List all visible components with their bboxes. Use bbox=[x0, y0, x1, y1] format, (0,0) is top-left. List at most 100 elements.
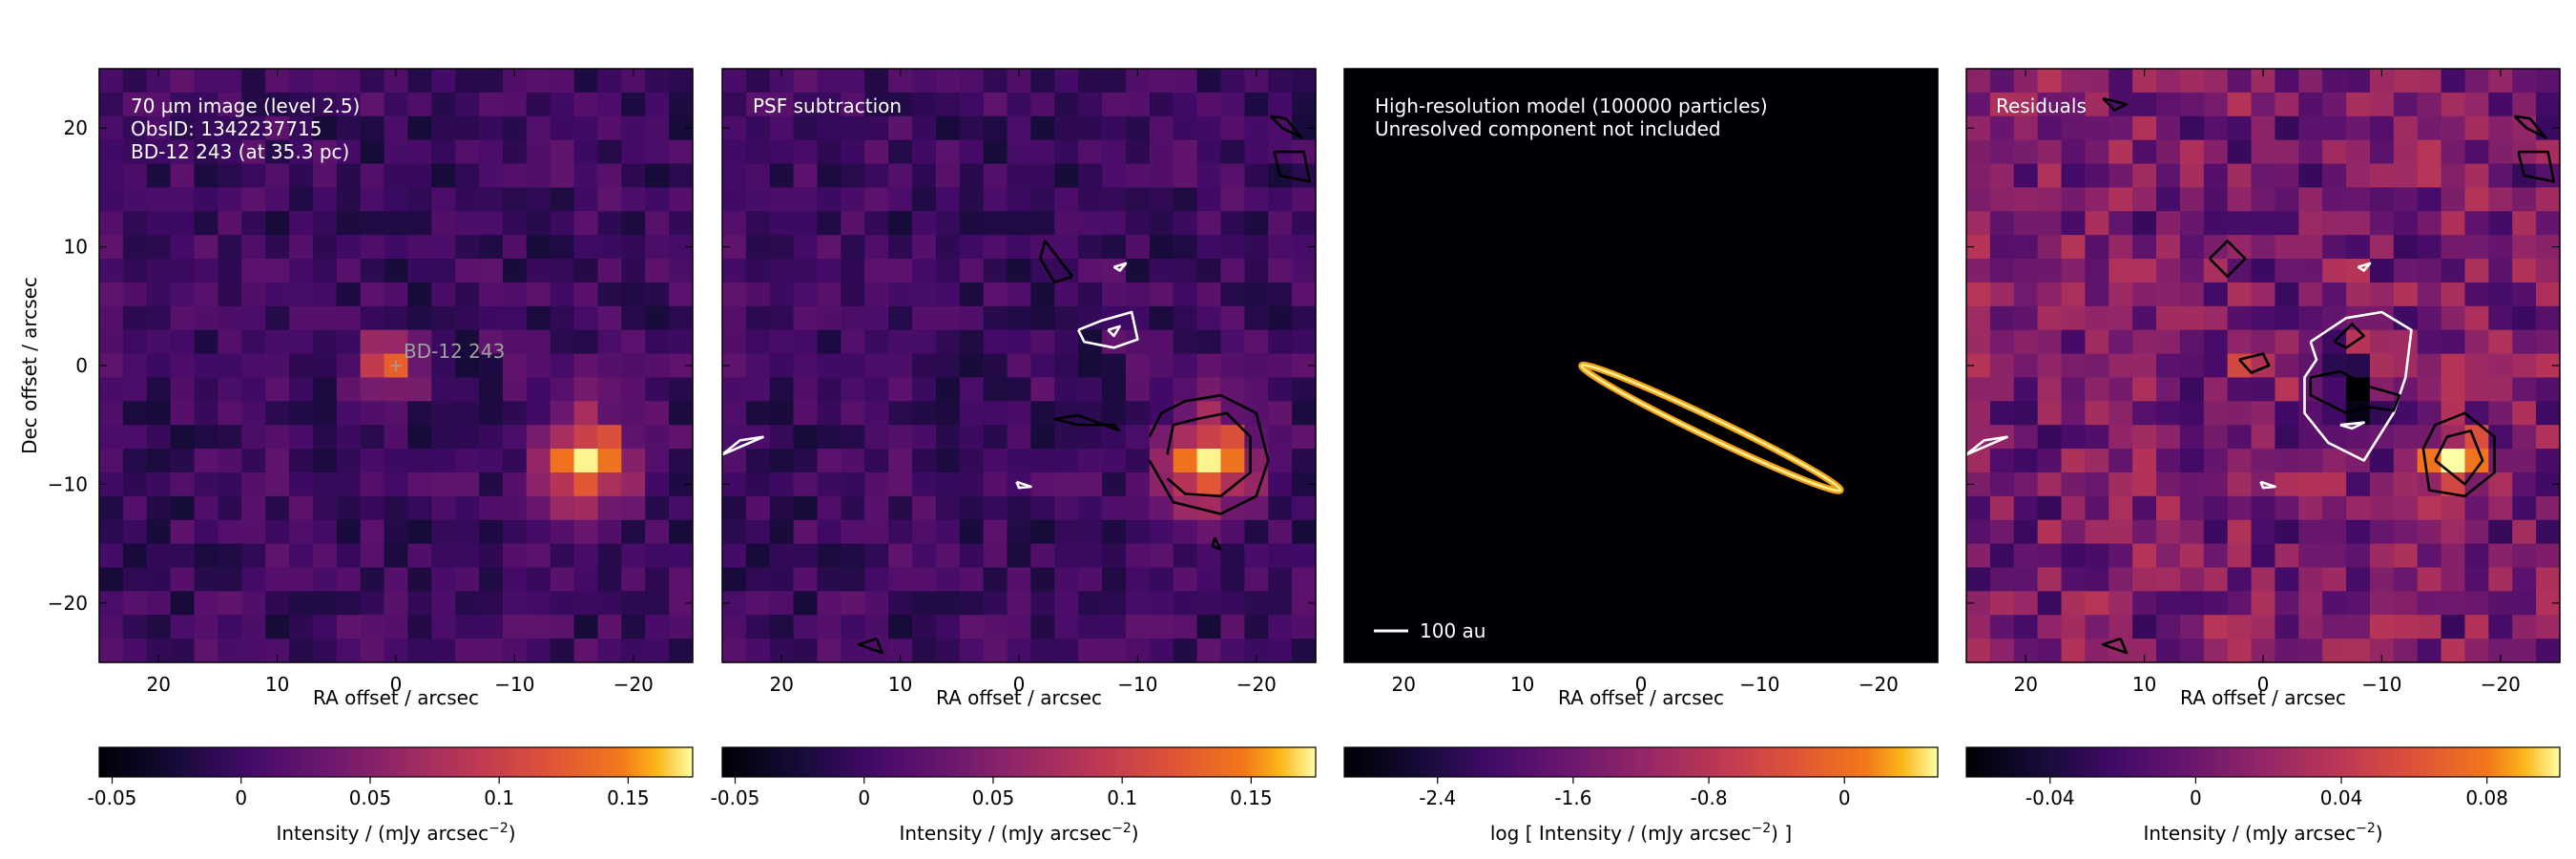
heatmap-pixel bbox=[407, 471, 432, 497]
heatmap-pixel bbox=[2536, 305, 2561, 331]
x-tick-label: 10 bbox=[265, 673, 289, 696]
heatmap-pixel bbox=[2132, 449, 2157, 473]
heatmap-pixel bbox=[194, 639, 218, 663]
heatmap-pixel bbox=[2322, 235, 2347, 260]
heatmap-pixel bbox=[793, 543, 819, 569]
heatmap-pixel bbox=[526, 425, 551, 450]
heatmap-pixel bbox=[241, 567, 266, 592]
heatmap-pixel bbox=[550, 139, 575, 165]
heatmap-pixel bbox=[1149, 543, 1174, 569]
heatmap-pixel bbox=[1268, 211, 1293, 236]
heatmap-pixel bbox=[864, 353, 889, 379]
heatmap-pixel bbox=[2061, 92, 2086, 117]
heatmap-pixel bbox=[2393, 329, 2419, 355]
heatmap-pixel bbox=[2013, 567, 2039, 592]
heatmap-pixel bbox=[912, 235, 937, 260]
heatmap-pixel bbox=[983, 425, 1008, 450]
heatmap-pixel bbox=[1220, 543, 1245, 569]
annotation-line-1: High-resolution model (100000 particles) bbox=[1375, 94, 1768, 117]
heatmap-pixel bbox=[2441, 305, 2466, 331]
heatmap-pixel bbox=[146, 377, 172, 402]
heatmap-pixel bbox=[2085, 139, 2109, 165]
heatmap-pixel bbox=[745, 235, 771, 260]
heatmap-pixel bbox=[1007, 425, 1032, 450]
heatmap-pixel bbox=[2346, 259, 2371, 283]
heatmap-pixel bbox=[1196, 449, 1222, 473]
heatmap-pixel bbox=[959, 259, 985, 283]
heatmap-pixel bbox=[99, 639, 124, 663]
heatmap-pixel bbox=[645, 92, 670, 117]
heatmap-pixel bbox=[1244, 377, 1269, 402]
heatmap-pixel bbox=[745, 377, 771, 402]
heatmap-pixel bbox=[1054, 567, 1079, 592]
heatmap-pixel bbox=[841, 305, 865, 331]
heatmap-pixel bbox=[888, 115, 913, 141]
heatmap-pixel bbox=[336, 639, 362, 663]
heatmap-pixel bbox=[669, 615, 694, 639]
heatmap-pixel bbox=[360, 567, 385, 592]
heatmap-pixel bbox=[2109, 139, 2133, 165]
heatmap-pixel bbox=[2061, 163, 2086, 188]
heatmap-pixel bbox=[935, 567, 961, 592]
heatmap-pixel bbox=[573, 235, 599, 260]
heatmap-pixel bbox=[2179, 471, 2205, 497]
heatmap-pixel bbox=[2156, 615, 2181, 639]
heatmap-pixel bbox=[745, 163, 771, 188]
heatmap-pixel bbox=[289, 329, 314, 355]
heatmap-pixel bbox=[431, 377, 456, 402]
heatmap-pixel bbox=[793, 471, 819, 497]
heatmap-pixel bbox=[2227, 69, 2253, 94]
heatmap-pixel bbox=[2322, 591, 2347, 616]
heatmap-pixel bbox=[1966, 615, 1991, 639]
heatmap-pixel bbox=[1030, 187, 1055, 212]
heatmap-pixel bbox=[2393, 401, 2419, 426]
heatmap-pixel bbox=[793, 235, 819, 260]
x-tick-label: −10 bbox=[494, 673, 534, 696]
heatmap-pixel bbox=[2061, 425, 2086, 450]
heatmap-pixel bbox=[170, 163, 196, 188]
heatmap-pixel bbox=[218, 495, 242, 521]
heatmap-pixel bbox=[170, 92, 196, 117]
heatmap-pixel bbox=[1173, 259, 1198, 283]
heatmap-pixel bbox=[526, 471, 551, 497]
heatmap-pixel bbox=[1966, 639, 1991, 663]
heatmap-pixel bbox=[597, 591, 622, 616]
heatmap-pixel bbox=[2037, 329, 2063, 355]
x-tick-label: 0 bbox=[390, 673, 403, 696]
heatmap-pixel bbox=[1078, 92, 1103, 117]
heatmap-pixel bbox=[645, 495, 670, 521]
heatmap-pixel bbox=[645, 187, 670, 212]
heatmap-pixel bbox=[265, 163, 290, 188]
heatmap-pixel bbox=[1054, 471, 1079, 497]
heatmap-pixel bbox=[722, 615, 747, 639]
heatmap-pixel bbox=[2085, 211, 2109, 236]
heatmap-pixel bbox=[2488, 615, 2513, 639]
heatmap-pixel bbox=[722, 211, 747, 236]
heatmap-pixel bbox=[2488, 305, 2513, 331]
heatmap-pixel bbox=[959, 115, 985, 141]
heatmap-pixel bbox=[526, 567, 551, 592]
heatmap-pixel bbox=[573, 401, 599, 426]
heatmap-pixel bbox=[2417, 259, 2442, 283]
heatmap-pixel bbox=[2488, 377, 2513, 402]
heatmap-pixel bbox=[959, 353, 985, 379]
heatmap-pixel bbox=[218, 353, 242, 379]
heatmap-pixel bbox=[1268, 329, 1293, 355]
heatmap-pixel bbox=[502, 401, 528, 426]
heatmap-pixel bbox=[1173, 449, 1198, 473]
heatmap-pixel bbox=[2512, 353, 2537, 379]
heatmap-pixel bbox=[550, 187, 575, 212]
heatmap-pixel bbox=[2464, 139, 2489, 165]
heatmap-pixel bbox=[2013, 377, 2039, 402]
heatmap-pixel bbox=[817, 69, 841, 94]
heatmap-pixel bbox=[99, 163, 124, 188]
heatmap-pixel bbox=[935, 115, 961, 141]
heatmap-pixel bbox=[983, 259, 1008, 283]
heatmap-pixel bbox=[817, 92, 841, 117]
heatmap-pixel bbox=[2179, 401, 2205, 426]
contour-black bbox=[2517, 150, 2556, 183]
heatmap-pixel bbox=[2417, 305, 2442, 331]
heatmap-pixel bbox=[2109, 377, 2133, 402]
x-tick-label: 10 bbox=[1510, 673, 1534, 696]
